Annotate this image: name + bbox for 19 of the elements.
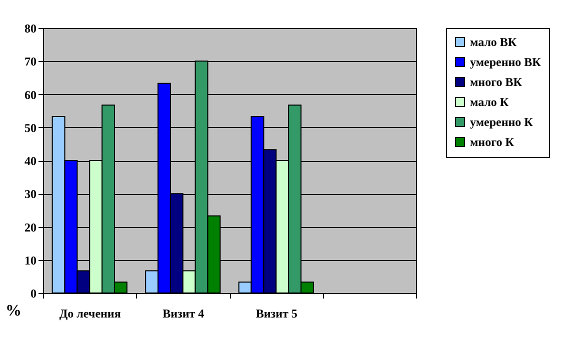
legend-label: умеренно К [470,115,534,129]
y-tick-label: 70 [24,54,36,69]
legend-label: мало ВК [470,35,517,49]
x-tick-label: До лечения [59,306,122,320]
y-axis-title: % [6,302,22,320]
y-tick-label: 80 [24,22,36,36]
y-tick-label: 20 [24,220,36,234]
legend-label: умеренно ВК [470,55,542,69]
legend-label: много ВК [470,75,522,89]
y-tick-label: 50 [24,120,36,135]
x-tick-label: Визит 4 [162,306,204,320]
legend-label: мало К [470,95,509,109]
y-tick-label: 60 [24,88,36,102]
y-tick-label: 10 [24,253,36,268]
y-tick-label: 40 [24,154,36,168]
y-tick-label: 30 [24,187,36,202]
legend-label: много К [470,135,514,149]
y-tick-label: 0 [30,286,36,300]
x-tick-label: Визит 5 [256,306,298,320]
